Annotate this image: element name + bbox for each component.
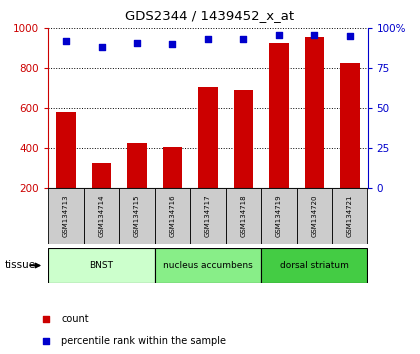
Bar xyxy=(92,163,111,227)
Bar xyxy=(48,248,155,283)
Bar xyxy=(155,248,261,283)
Text: GSM134717: GSM134717 xyxy=(205,195,211,237)
Bar xyxy=(332,188,368,244)
Bar xyxy=(261,188,297,244)
Bar xyxy=(48,188,84,244)
Bar xyxy=(127,143,147,227)
Bar xyxy=(226,188,261,244)
Text: BNST: BNST xyxy=(89,261,113,270)
Bar xyxy=(84,188,119,244)
Bar xyxy=(119,188,155,244)
Text: GSM134719: GSM134719 xyxy=(276,195,282,237)
Point xyxy=(63,38,69,44)
Bar xyxy=(297,188,332,244)
Bar xyxy=(304,37,324,227)
Bar xyxy=(198,87,218,227)
Text: GSM134720: GSM134720 xyxy=(311,195,317,237)
Point xyxy=(276,32,282,38)
Bar xyxy=(269,43,289,227)
Point xyxy=(240,37,247,42)
Bar xyxy=(340,63,360,227)
Point xyxy=(205,37,211,42)
Text: percentile rank within the sample: percentile rank within the sample xyxy=(61,336,226,346)
Point xyxy=(260,204,267,210)
Point xyxy=(134,40,140,46)
Point xyxy=(311,32,318,38)
Bar xyxy=(190,188,226,244)
Bar xyxy=(261,248,368,283)
Text: count: count xyxy=(61,314,89,325)
Text: GSM134718: GSM134718 xyxy=(240,195,247,237)
Text: GSM134713: GSM134713 xyxy=(63,195,69,237)
Bar xyxy=(163,147,182,227)
Point xyxy=(260,11,267,17)
Text: GSM134715: GSM134715 xyxy=(134,195,140,237)
Bar xyxy=(155,188,190,244)
Text: GSM134714: GSM134714 xyxy=(99,195,105,237)
Text: GSM134721: GSM134721 xyxy=(347,195,353,237)
Text: dorsal striatum: dorsal striatum xyxy=(280,261,349,270)
Bar xyxy=(234,90,253,227)
Text: GSM134716: GSM134716 xyxy=(169,195,176,237)
Point xyxy=(169,41,176,47)
Text: nucleus accumbens: nucleus accumbens xyxy=(163,261,253,270)
Point xyxy=(346,34,353,39)
Bar xyxy=(56,112,76,227)
Text: GDS2344 / 1439452_x_at: GDS2344 / 1439452_x_at xyxy=(126,9,294,22)
Point xyxy=(98,45,105,50)
Text: tissue: tissue xyxy=(4,261,35,270)
